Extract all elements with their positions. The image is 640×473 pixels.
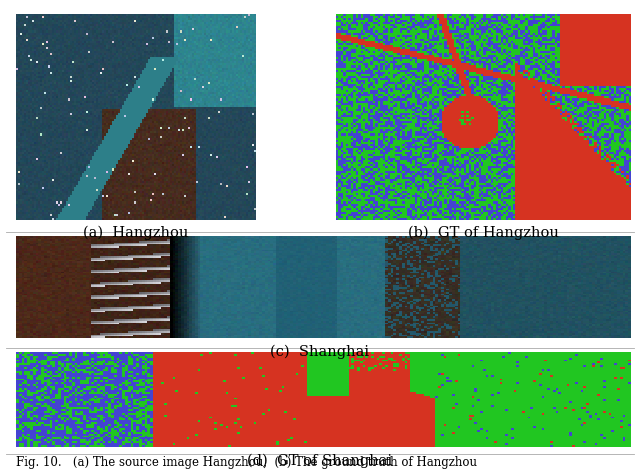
Text: (b)  GT of Hangzhou: (b) GT of Hangzhou: [408, 226, 559, 240]
Text: (a)  Hangzhou: (a) Hangzhou: [83, 226, 189, 240]
Text: (d)  GT of Shanghai: (d) GT of Shanghai: [248, 453, 392, 467]
Text: (c)  Shanghai: (c) Shanghai: [271, 344, 369, 359]
Text: Fig. 10.   (a) The source image Hangzhou,  (b) The ground truth of Hangzhou: Fig. 10. (a) The source image Hangzhou, …: [16, 456, 477, 469]
